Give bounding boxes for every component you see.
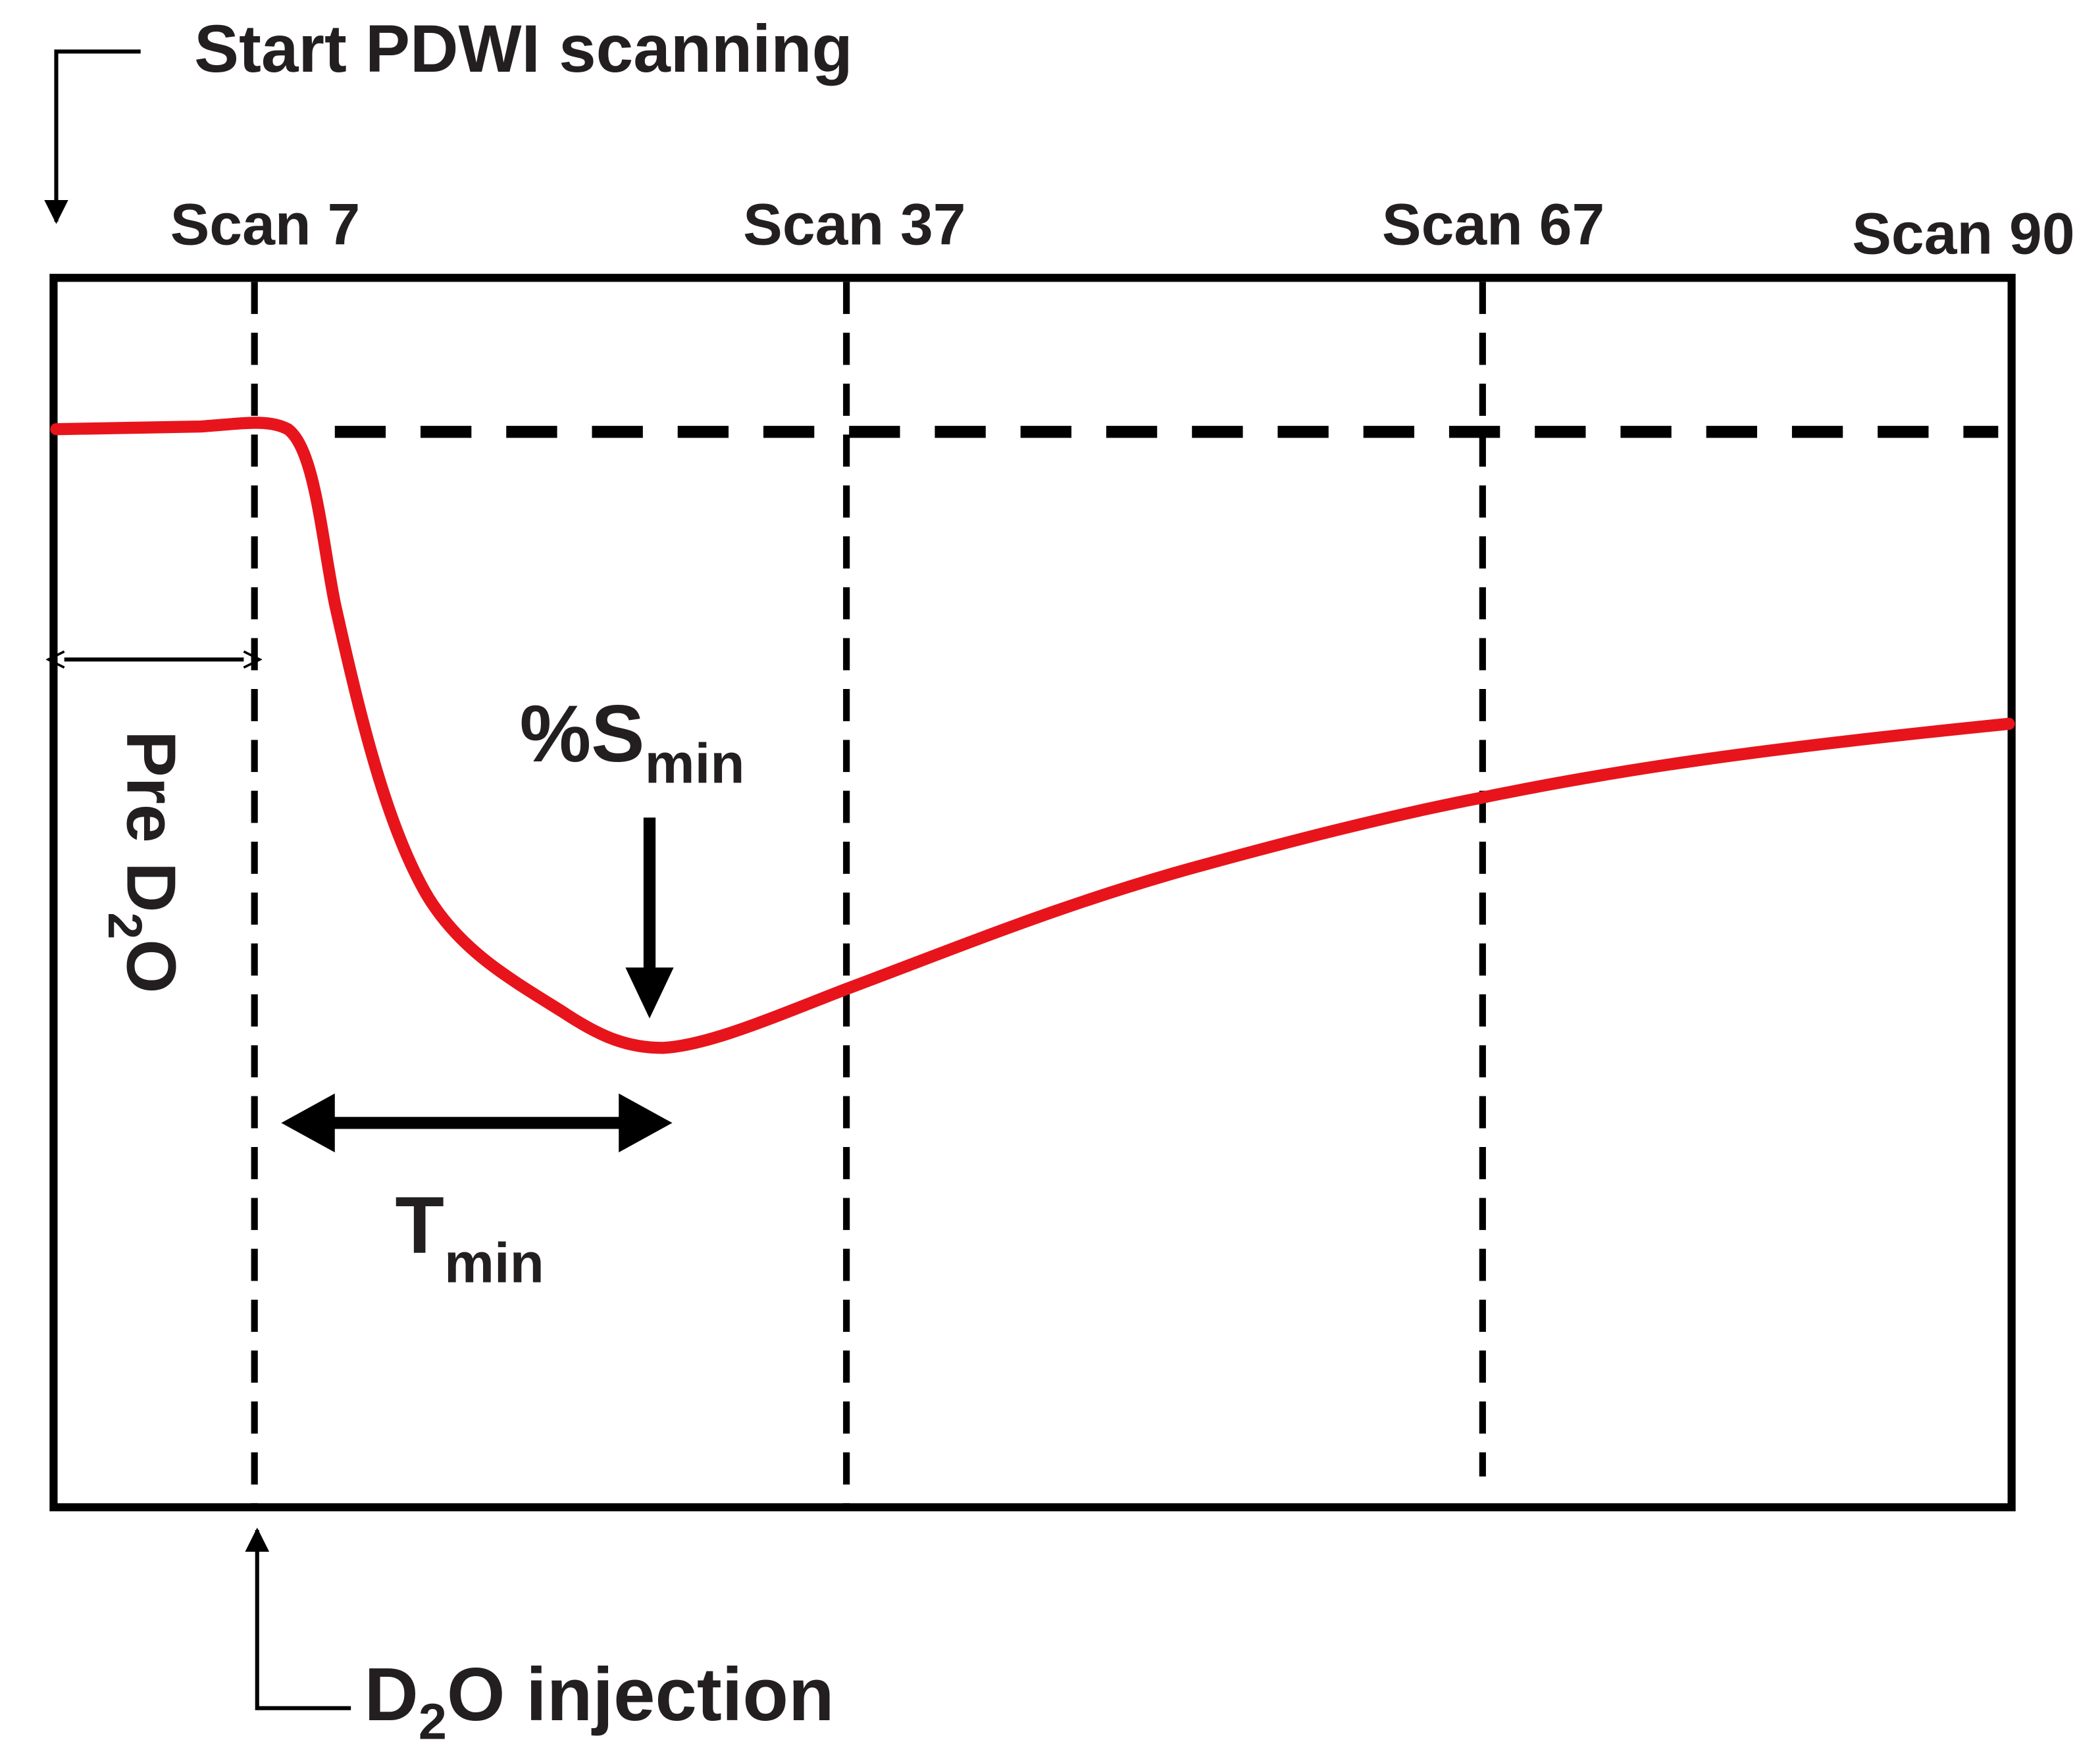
title: Start PDWI scanning	[194, 11, 853, 86]
injection-arrow	[245, 1527, 351, 1710]
label-sub: min	[444, 1233, 544, 1295]
label-part: O injection	[447, 1653, 834, 1737]
injection-label: D2O injection	[365, 1653, 834, 1750]
tmin-label: Tmin	[395, 1180, 544, 1295]
tmin-arrowhead	[281, 1093, 335, 1153]
scan-label: Scan 37	[743, 191, 965, 257]
label-part: %S	[520, 688, 645, 778]
label-part: O	[112, 939, 190, 993]
label-sub: 2	[419, 1693, 447, 1750]
scan-label: Scan 90	[1852, 201, 2074, 267]
label-sub: min	[645, 732, 745, 795]
signal-curve	[50, 417, 2015, 1054]
start-arrow	[44, 49, 141, 224]
label-part: D	[365, 1653, 419, 1737]
scan-label: Scan 7	[170, 191, 361, 257]
smin-arrowhead	[625, 967, 674, 1019]
frame	[49, 274, 2016, 1512]
label-part: Pre D	[112, 730, 190, 912]
label-part: T	[395, 1180, 444, 1270]
scan-label: Scan 67	[1382, 191, 1604, 257]
smin-label: %Smin	[520, 688, 745, 796]
label-sub: 2	[98, 912, 152, 939]
tmin-arrowhead	[619, 1093, 673, 1153]
pre-d2o-label: Pre D2O	[98, 730, 190, 993]
